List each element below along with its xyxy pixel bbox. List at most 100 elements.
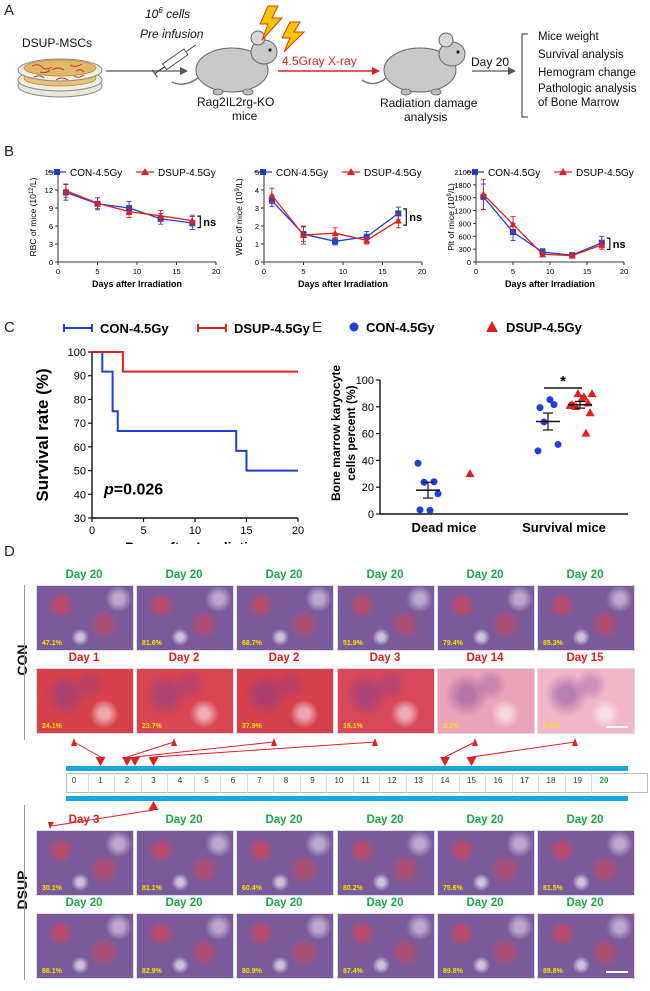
panel-a-schematic bbox=[17, 5, 528, 118]
arrow-head bbox=[171, 738, 177, 746]
timeline-separator bbox=[220, 773, 221, 793]
timeline-separator bbox=[114, 773, 115, 793]
timeline-tick-label: 12 bbox=[387, 776, 397, 785]
timeline-separator bbox=[511, 773, 513, 793]
x-category-label: Survival mice bbox=[522, 520, 606, 535]
panel-label-d: D bbox=[4, 543, 15, 560]
timeline-tick-label: 18 bbox=[546, 776, 556, 785]
histology-percent: 30.1% bbox=[42, 885, 62, 892]
y-tick-label: 1200 bbox=[454, 207, 471, 216]
histology-percent: 87.4% bbox=[343, 968, 363, 975]
timeline-separator bbox=[432, 773, 433, 793]
data-point-con bbox=[430, 478, 438, 486]
outcome-item: of Bone Marrow bbox=[538, 97, 620, 109]
data-point-dsup bbox=[585, 408, 595, 417]
timeline-tick-label: 9 bbox=[310, 776, 315, 785]
data-point-dsup bbox=[465, 469, 475, 478]
arrow-head bbox=[71, 738, 77, 746]
histology-day-label: Day 14 bbox=[466, 652, 504, 664]
series-line-con bbox=[482, 196, 603, 256]
ns-bracket bbox=[197, 215, 201, 229]
con-group-label: CON bbox=[0, 580, 30, 740]
x-tick-label: 20 bbox=[212, 267, 220, 276]
timeline-separator bbox=[326, 773, 327, 793]
histology-image: 87.4% bbox=[337, 913, 435, 979]
histology-day-label: Day 3 bbox=[68, 814, 100, 826]
timeline-tick-label: 5 bbox=[204, 776, 209, 785]
histology-percent: 81.1% bbox=[142, 885, 162, 892]
data-point-con bbox=[426, 506, 434, 514]
arrow-head bbox=[148, 801, 159, 810]
histology-percent: 51.9% bbox=[343, 640, 363, 647]
histology-day-label: Day 20 bbox=[165, 814, 203, 826]
y-axis-label: Survival rate (%) bbox=[33, 368, 52, 501]
lightning-icon bbox=[259, 5, 306, 53]
mouse-icon-2 bbox=[361, 32, 466, 96]
y-tick-label: 300 bbox=[458, 245, 471, 254]
timeline-arrow bbox=[471, 741, 576, 758]
data-point-con bbox=[554, 440, 562, 448]
y-axis-label: Plt of mice (109/L) bbox=[446, 183, 456, 251]
timeline-arrow bbox=[126, 741, 175, 758]
mouse-icon bbox=[171, 30, 278, 96]
data-point-dsup bbox=[568, 252, 576, 259]
x-tick-label: 20 bbox=[620, 267, 628, 276]
histology-image: 47.1% bbox=[36, 585, 134, 651]
histology-day-label: Day 20 bbox=[566, 569, 604, 581]
arrow-head bbox=[440, 757, 450, 766]
x-tick-label: 10 bbox=[189, 525, 201, 537]
histology-percent: 79.4% bbox=[443, 640, 463, 647]
legend-text-dsup: DSUP-4.5Gy bbox=[364, 168, 422, 179]
y-tick-label: 70 bbox=[74, 418, 86, 430]
timeline-arrow bbox=[73, 741, 101, 758]
histology-day-label: Day 20 bbox=[566, 814, 604, 826]
data-point-dsup bbox=[598, 241, 606, 248]
data-point-dsup bbox=[509, 220, 517, 228]
timeline-separator bbox=[273, 773, 274, 793]
y-tick-label: 3 bbox=[49, 240, 53, 249]
panel-label-a: A bbox=[4, 2, 15, 19]
timeline-separator bbox=[458, 773, 460, 793]
histology-image: 81.6% bbox=[136, 585, 234, 651]
data-point-dsup bbox=[268, 191, 276, 199]
histology-image: 2.7% bbox=[537, 668, 635, 734]
y-tick-label: 20 bbox=[362, 482, 374, 494]
histology-percent: 23.7% bbox=[142, 723, 162, 730]
data-point-dsup bbox=[125, 208, 133, 215]
legend-text-con: CON-4.5Gy bbox=[276, 168, 328, 179]
histology-image: 80.2% bbox=[337, 830, 435, 896]
histology-image: 24.1% bbox=[36, 668, 134, 734]
histology-percent: 68.7% bbox=[242, 640, 262, 647]
legend-text-dsup: DSUP-4.5Gy bbox=[506, 320, 583, 335]
data-point-con bbox=[550, 401, 558, 409]
histology-percent: 24.1% bbox=[42, 723, 62, 730]
data-point-con bbox=[414, 459, 422, 467]
timeline-separator bbox=[564, 773, 566, 793]
histology-percent: 82.9% bbox=[142, 968, 162, 975]
histology-day-label: Day 20 bbox=[566, 897, 604, 909]
petri-dish-icon bbox=[17, 58, 103, 98]
x-tick-label: 0 bbox=[56, 267, 60, 276]
histology-percent: 47.1% bbox=[42, 640, 62, 647]
data-point-dsup bbox=[479, 190, 487, 198]
data-point-dsup bbox=[579, 392, 589, 401]
histology-percent: 15.1% bbox=[343, 723, 363, 730]
histology-percent: 80.2% bbox=[343, 885, 363, 892]
legend-text-dsup: DSUP-4.5Gy bbox=[576, 168, 634, 179]
legend-text-con: CON-4.5Gy bbox=[100, 321, 169, 336]
xray-label: 4.5Gray X-ray bbox=[282, 54, 357, 68]
infusion-label-2: Pre infusion bbox=[140, 27, 204, 41]
y-tick-label: 0 bbox=[368, 509, 374, 521]
arrow-head bbox=[122, 757, 132, 766]
data-point-con bbox=[534, 447, 542, 455]
timeline-separator bbox=[352, 773, 354, 793]
x-tick-label: 10 bbox=[133, 267, 141, 276]
histology-image: 37.9% bbox=[236, 668, 334, 734]
histology-image: 68.7% bbox=[236, 585, 334, 651]
timeline-separator bbox=[405, 773, 407, 793]
data-point-dsup bbox=[188, 217, 196, 224]
histology-day-label: Day 20 bbox=[466, 897, 504, 909]
timeline-tick-label: 20 bbox=[599, 776, 609, 785]
ns-label: ns bbox=[203, 217, 216, 229]
y-tick-label: 80 bbox=[74, 394, 86, 406]
